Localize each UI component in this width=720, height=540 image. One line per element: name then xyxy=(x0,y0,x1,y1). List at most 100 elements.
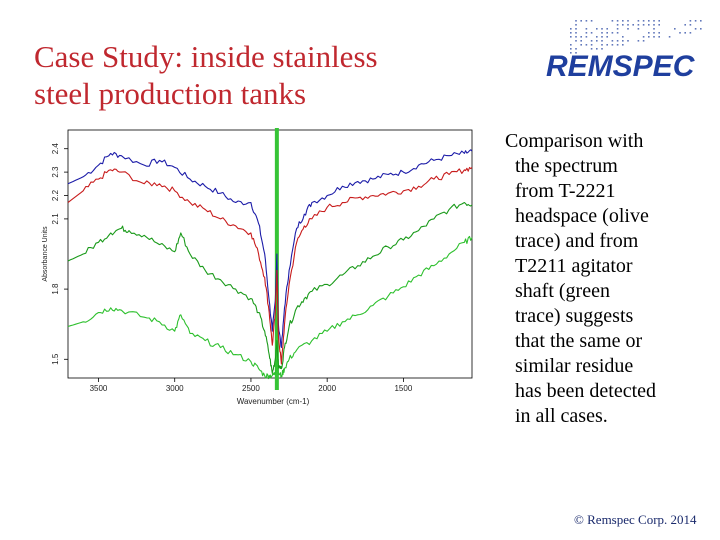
logo-dot xyxy=(601,32,603,34)
y-tick-label: 2.1 xyxy=(51,213,60,225)
remspec-logo-graphic: REMSPEC xyxy=(546,20,702,83)
body-line: has been detected xyxy=(515,380,657,402)
logo-dot xyxy=(642,36,645,38)
body-line: trace) suggests xyxy=(515,305,634,327)
logo-dot xyxy=(601,44,603,46)
x-tick-label: 3500 xyxy=(90,384,108,393)
logo-dot xyxy=(575,48,577,50)
logo-dot xyxy=(575,40,577,42)
logo-dot xyxy=(700,28,702,30)
remspec-logo: REMSPEC xyxy=(540,14,710,92)
logo-dot xyxy=(648,32,650,34)
logo-dot xyxy=(622,36,624,38)
logo-dot xyxy=(596,36,598,38)
logo-dot xyxy=(590,20,593,22)
logo-dot xyxy=(585,28,588,30)
logo-dot xyxy=(590,32,593,34)
logo-dot xyxy=(622,20,624,22)
logo-dot xyxy=(648,20,650,22)
logo-text: REMSPEC xyxy=(546,50,696,83)
copyright-footer: © Remspec Corp. 2014 xyxy=(574,512,697,527)
spectrum-chart-svg: 3500 3000 2500 2000 1500 1.5 1.8 2.1 2.2 2.3 2.4 W… xyxy=(42,126,473,406)
logo-dot xyxy=(622,40,624,42)
body-line: Comparison with xyxy=(505,130,644,152)
logo-dot xyxy=(590,44,593,46)
y-tick-label: 1.8 xyxy=(51,283,60,295)
x-tick-label: 2500 xyxy=(242,384,260,393)
logo-dot xyxy=(596,28,598,30)
logo-dot xyxy=(700,20,702,22)
logo-dot xyxy=(606,32,608,34)
logo-dot xyxy=(570,52,572,54)
logo-dot xyxy=(575,24,577,26)
logo-dot xyxy=(642,40,645,42)
x-tick-label: 3000 xyxy=(166,384,184,393)
logo-dot xyxy=(679,32,681,34)
logo-dot xyxy=(611,32,614,34)
logo-dot xyxy=(570,48,572,50)
logo-dot xyxy=(622,44,624,46)
logo-dot xyxy=(684,32,686,34)
spectrum-chart: 3500 3000 2500 2000 1500 1.5 1.8 2.1 2.2 2.3 2.4 W… xyxy=(30,126,480,408)
x-tick-label: 1500 xyxy=(394,384,412,393)
logo-dot xyxy=(622,24,624,26)
series-line-3 xyxy=(67,201,473,374)
logo-dot xyxy=(590,48,593,50)
logo-dot xyxy=(653,28,655,30)
logo-dot xyxy=(653,36,655,38)
logo-dot xyxy=(616,32,619,34)
logo-dot xyxy=(627,24,629,26)
logo-dot-pattern xyxy=(570,20,702,54)
logo-dot xyxy=(689,20,692,22)
body-line: shaft (green xyxy=(515,280,610,302)
logo-dot xyxy=(590,40,593,42)
logo-dot xyxy=(684,24,686,26)
slide-title-line-1: Case Study: inside stainless xyxy=(34,39,378,74)
body-line: that the same or xyxy=(515,330,643,352)
y-tick-label: 2.3 xyxy=(51,166,60,178)
logo-dot xyxy=(694,28,697,30)
body-line: the spectrum xyxy=(515,155,618,177)
logo-dot xyxy=(580,40,582,42)
logo-dot xyxy=(616,40,619,42)
logo-dot xyxy=(580,44,582,46)
logo-dot xyxy=(653,20,655,22)
series-line-4 xyxy=(67,235,473,380)
logo-dot xyxy=(601,28,603,30)
logo-dot xyxy=(616,44,619,46)
logo-dot xyxy=(658,20,660,22)
body-line: similar residue xyxy=(515,355,634,377)
logo-dot xyxy=(637,40,640,42)
logo-dot xyxy=(601,48,603,50)
logo-dot xyxy=(575,36,577,38)
logo-dot xyxy=(585,20,588,22)
logo-dot xyxy=(570,32,572,34)
logo-dot xyxy=(606,44,608,46)
body-line: headspace (olive xyxy=(515,205,649,227)
logo-dot xyxy=(648,36,650,38)
logo-dot xyxy=(616,20,619,22)
logo-dot xyxy=(689,24,692,26)
body-line: T2211 agitator xyxy=(515,255,633,277)
logo-dot xyxy=(616,24,619,26)
logo-dot xyxy=(596,48,598,50)
logo-dot xyxy=(642,24,645,26)
logo-dot xyxy=(658,32,660,34)
plot-frame xyxy=(67,129,473,379)
series-line-1 xyxy=(67,149,473,349)
logo-dot xyxy=(585,36,588,38)
logo-dot xyxy=(611,40,614,42)
logo-dot xyxy=(575,20,577,22)
y-tick-label: 1.5 xyxy=(51,353,60,365)
slide-title: Case Study: inside stainless steel produ… xyxy=(34,38,474,112)
logo-dot xyxy=(606,36,608,38)
logo-dot xyxy=(570,44,572,46)
logo-dot xyxy=(570,28,572,30)
logo-dot xyxy=(642,20,645,22)
logo-dot xyxy=(580,36,582,38)
logo-dot xyxy=(596,40,598,42)
logo-dot xyxy=(653,32,655,34)
logo-dot xyxy=(580,20,582,22)
logo-dot xyxy=(601,36,603,38)
logo-dot xyxy=(648,24,650,26)
